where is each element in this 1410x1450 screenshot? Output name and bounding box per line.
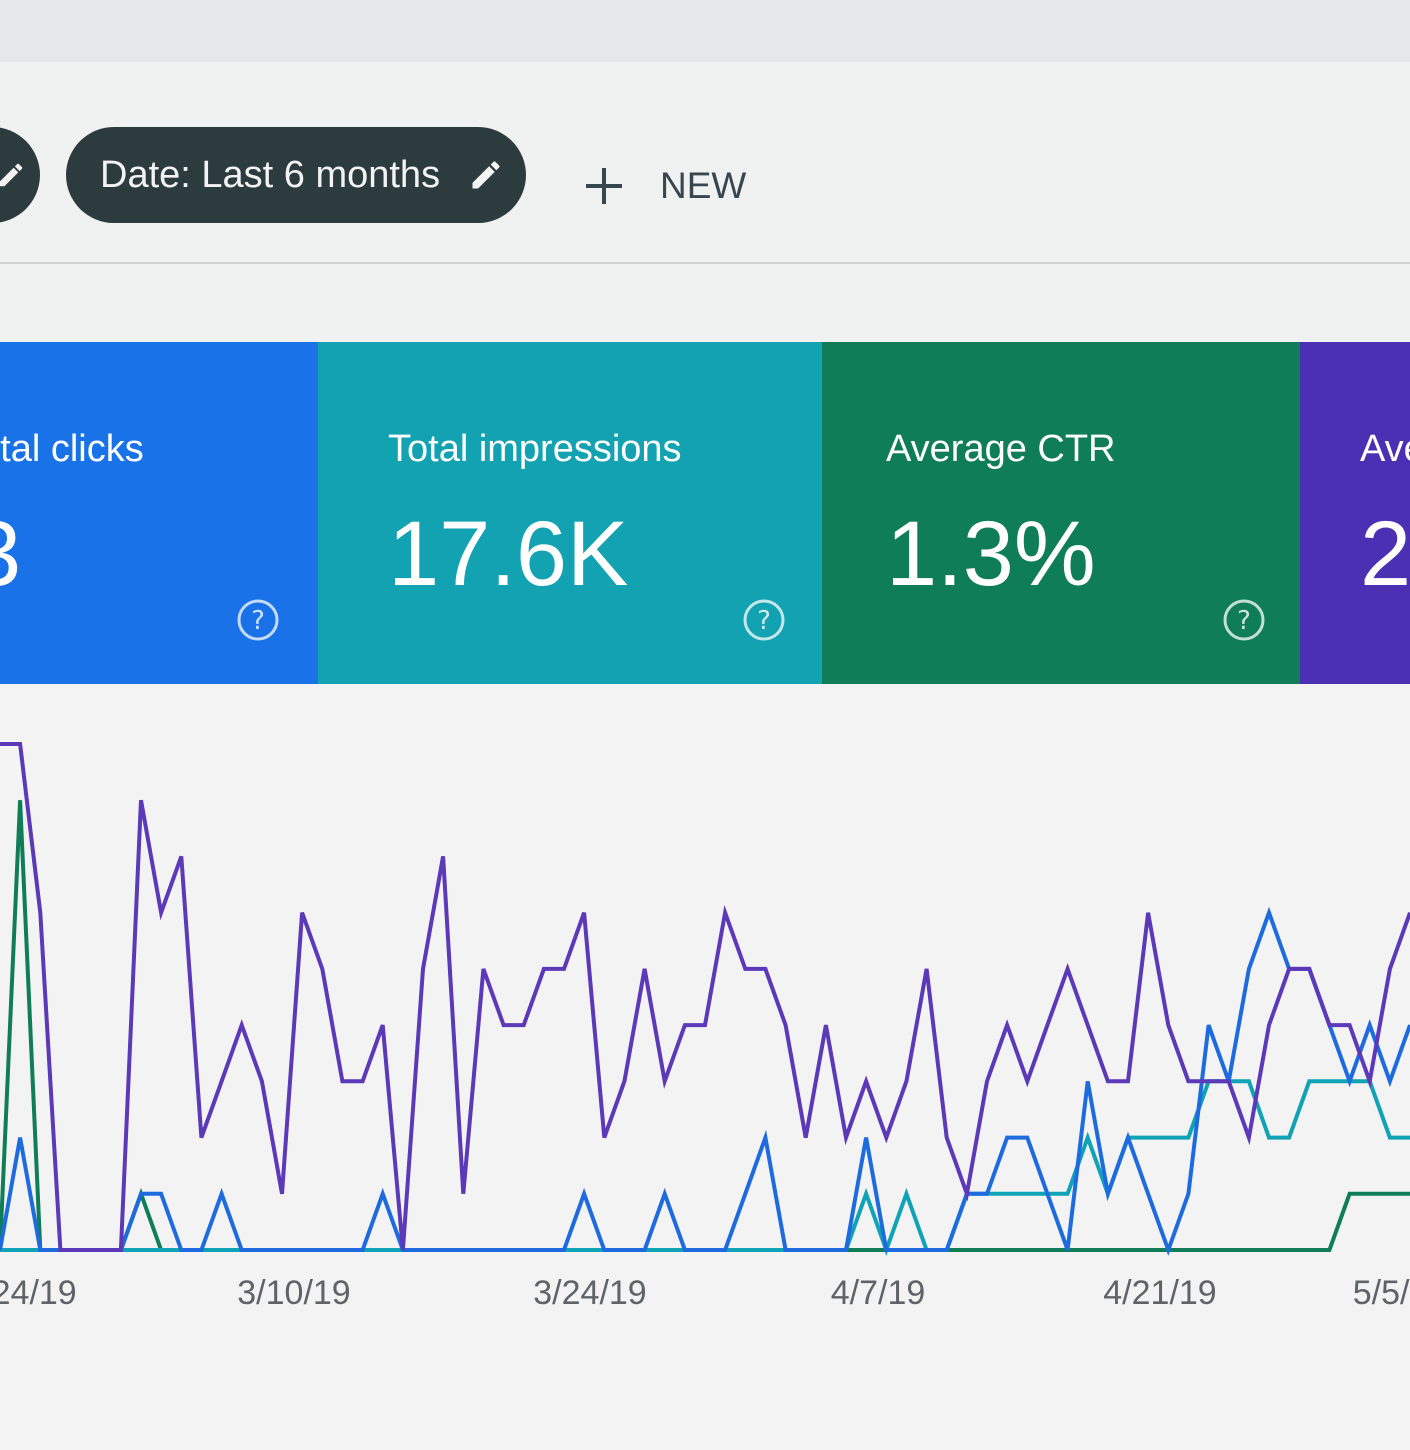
metric-value: 2	[1360, 503, 1410, 605]
question-circle-icon[interactable]: ?	[236, 598, 280, 642]
plus-icon	[586, 168, 622, 204]
divider	[0, 262, 1410, 264]
x-tick-label: 4/7/19	[830, 1274, 926, 1312]
new-filter-label: NEW	[660, 165, 747, 206]
pencil-icon[interactable]	[468, 157, 504, 193]
x-tick-label: 3/24/19	[533, 1274, 647, 1312]
performance-chart: 2/24/19 3/10/19 3/24/19 4/7/19 4/21/19 5/5/19	[0, 684, 1410, 1450]
metric-card-clicks[interactable]: Total clicks 3 ?	[0, 342, 318, 684]
new-filter-button[interactable]: NEW	[584, 158, 746, 214]
x-tick-label: 4/21/19	[1103, 1274, 1217, 1312]
pencil-icon[interactable]	[0, 160, 26, 190]
metric-card-position[interactable]: Average position 2	[1300, 342, 1410, 684]
metric-label: Total impressions	[388, 428, 682, 470]
question-circle-icon[interactable]: ?	[742, 598, 786, 642]
metric-card-impressions[interactable]: Total impressions 17.6K ?	[318, 342, 822, 684]
top-bar	[0, 0, 1410, 62]
metric-label: Total clicks	[0, 428, 144, 470]
question-circle-icon[interactable]: ?	[1222, 598, 1266, 642]
series-line-1	[0, 906, 1410, 1256]
metric-value: 1.3%	[886, 503, 1096, 605]
metric-label: Average position	[1360, 428, 1410, 470]
date-filter-chip[interactable]: Date: Last 6 months	[66, 127, 526, 223]
series-line-0	[0, 742, 1410, 1252]
svg-text:?: ?	[1237, 606, 1251, 636]
x-tick-label: 2/24/19	[0, 1274, 77, 1312]
svg-text:?: ?	[251, 606, 265, 636]
line-chart	[0, 742, 1410, 1256]
metric-value: 3	[0, 502, 21, 607]
metric-label: Average CTR	[886, 428, 1116, 470]
date-filter-label: Date: Last 6 months	[100, 153, 441, 196]
x-tick-label: 5/5/19	[1352, 1274, 1410, 1312]
metric-value: 17.6K	[388, 503, 629, 605]
metric-card-ctr[interactable]: Average CTR 1.3% ?	[822, 342, 1300, 684]
x-tick-label: 3/10/19	[237, 1274, 351, 1312]
svg-text:?: ?	[757, 606, 771, 636]
